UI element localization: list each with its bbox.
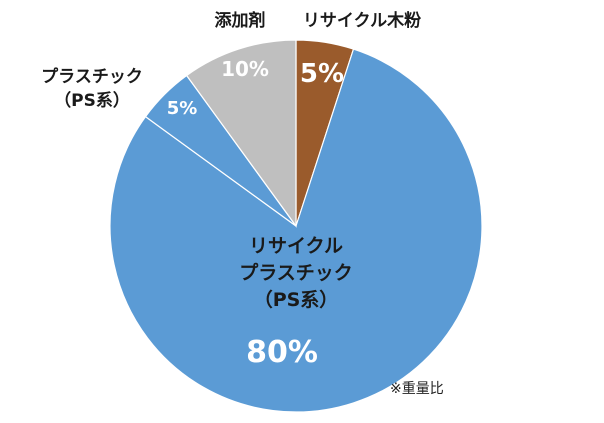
wood-powder-label-line: リサイクル木粉 [303,10,421,31]
additive-label-line: 添加剤 [215,10,266,31]
recycled-plastic-label: リサイクルプラスチック （PS系） [239,235,353,311]
plastic-label: プラスチック （PS系） [41,66,143,111]
plastic-label-line: （PS系） [54,90,130,111]
recycled-plastic-label-line: プラスチック [239,261,353,284]
recycled-plastic-value: 80% [246,335,318,370]
recycled-plastic-label-line: リサイクル [249,235,343,257]
additive-label: 添加剤 [215,10,266,31]
weight-ratio-note: ※重量比 [390,381,444,397]
wood-powder-label: リサイクル木粉 [303,10,421,31]
slice-additive [185,39,297,228]
slices-layer [109,39,483,413]
recycled-plastic-label-line: （PS系） [254,288,339,311]
slice-recycled-plastic [109,48,483,413]
plastic-value: 5% [167,98,198,119]
labels-layer: 5%リサイクル木粉80%リサイクルプラスチック（PS系）5%プラスチック（PS系… [41,10,421,370]
plastic-label-line: プラスチック [41,66,143,87]
additive-value: 10% [221,57,269,81]
wood-powder-value: 5% [300,59,344,89]
